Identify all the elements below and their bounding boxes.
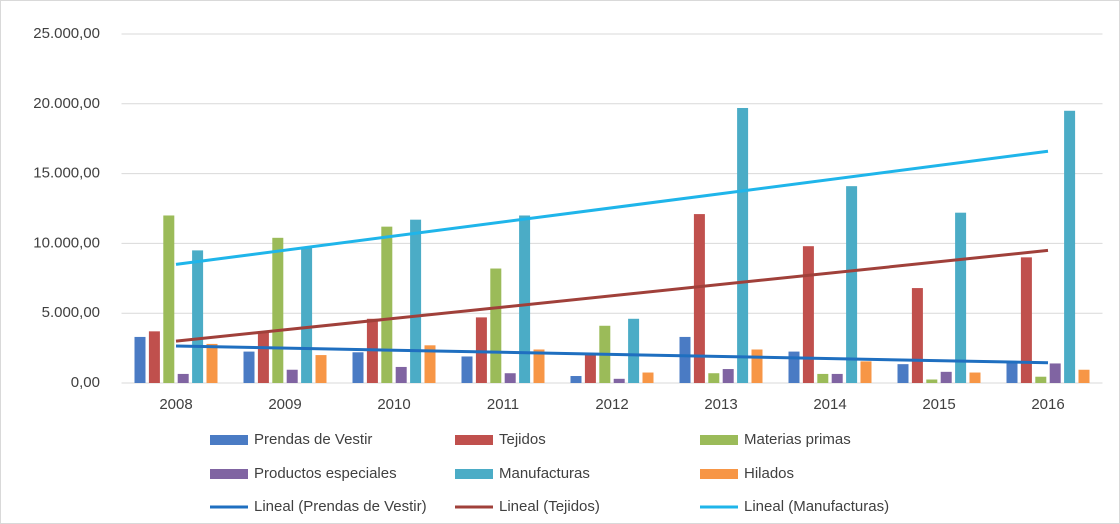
bar [802, 246, 814, 383]
bar [395, 366, 407, 383]
bar [177, 373, 189, 383]
bar [148, 331, 160, 383]
bar [642, 372, 654, 383]
legend-swatch [700, 469, 738, 479]
legend-label: Productos especiales [254, 465, 397, 482]
bar [831, 373, 843, 383]
bar [286, 369, 298, 383]
bar [722, 369, 734, 383]
bar [613, 378, 625, 383]
trend-line [175, 248, 1049, 343]
bar [693, 214, 705, 383]
x-tick-label: 2015 [922, 396, 955, 413]
bar [911, 288, 923, 383]
bar [751, 349, 763, 383]
bar [969, 372, 981, 383]
bar [1020, 257, 1032, 383]
legend-swatch [210, 469, 248, 479]
y-tick-label: 0,00 [71, 374, 100, 391]
bar [940, 371, 952, 383]
x-tick-label: 2014 [813, 396, 846, 413]
bar [788, 351, 800, 383]
bar [519, 215, 531, 383]
legend-swatch [210, 435, 248, 445]
legend-swatch [455, 469, 493, 479]
legend-label: Lineal (Prendas de Vestir) [254, 498, 427, 515]
bar [628, 318, 640, 383]
x-tick-label: 2010 [377, 396, 410, 413]
bar [860, 361, 872, 383]
bar [475, 317, 487, 383]
y-tick-label: 5.000,00 [42, 304, 100, 321]
x-tick-label: 2012 [595, 396, 628, 413]
bar [708, 373, 720, 383]
bar [1078, 369, 1090, 383]
bar [1064, 110, 1076, 383]
bar [955, 212, 967, 383]
bar [1049, 363, 1061, 383]
bar [584, 353, 596, 383]
y-tick-label: 10.000,00 [33, 234, 100, 251]
bar [206, 343, 218, 383]
bar [679, 336, 691, 383]
trend-line [175, 149, 1049, 266]
legend-label: Manufacturas [499, 465, 590, 482]
bar [504, 373, 516, 383]
bar [926, 379, 938, 383]
bar [737, 107, 749, 383]
bar [490, 268, 502, 383]
legend-label: Tejidos [499, 431, 546, 448]
y-tick-label: 20.000,00 [33, 95, 100, 112]
bar [257, 331, 269, 383]
bar [1006, 362, 1018, 383]
bar [163, 215, 175, 383]
legend-swatch [455, 435, 493, 445]
legend-label: Hilados [744, 465, 794, 482]
bar [134, 336, 146, 383]
bar [352, 352, 364, 383]
bar [192, 250, 204, 383]
bar [381, 226, 393, 383]
bar [315, 355, 327, 383]
x-tick-label: 2011 [487, 396, 519, 413]
legend-label: Materias primas [744, 431, 851, 448]
legend-label: Prendas de Vestir [254, 431, 372, 448]
legend-label: Lineal (Manufacturas) [744, 498, 889, 515]
bar [846, 186, 858, 383]
x-tick-label: 2016 [1031, 396, 1064, 413]
bar [301, 247, 313, 383]
y-tick-label: 25.000,00 [33, 25, 100, 42]
bar [1035, 376, 1047, 383]
trend-line [175, 344, 1049, 365]
bar [897, 364, 909, 383]
x-tick-label: 2009 [268, 396, 301, 413]
y-tick-label: 15.000,00 [33, 165, 100, 182]
legend-label: Lineal (Tejidos) [499, 498, 600, 515]
bar [243, 351, 255, 383]
bar [817, 373, 829, 383]
legend-swatch [700, 435, 738, 445]
bar [570, 376, 582, 383]
x-tick-label: 2008 [159, 396, 192, 413]
bar [410, 219, 422, 383]
bar [533, 349, 545, 383]
bar [424, 345, 436, 383]
bar [461, 356, 473, 383]
bar [272, 237, 284, 383]
x-tick-label: 2013 [704, 396, 737, 413]
